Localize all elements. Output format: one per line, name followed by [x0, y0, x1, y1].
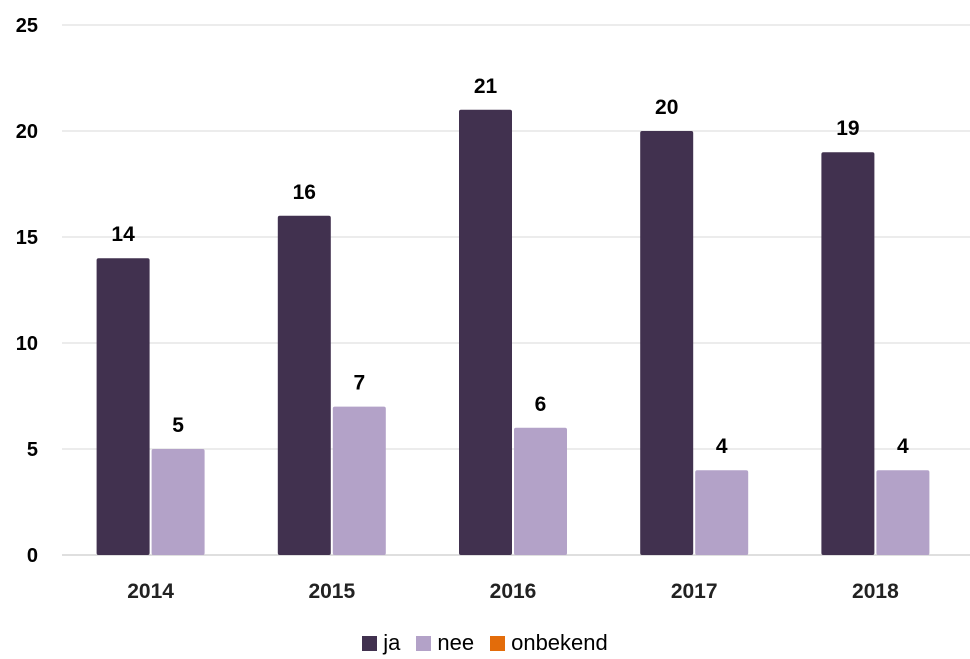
y-tick-label: 0	[27, 545, 38, 567]
legend-item-nee: nee	[416, 630, 474, 656]
legend-label-nee: nee	[437, 630, 475, 655]
bar-nee-2016	[514, 427, 567, 555]
bar-nee-2014	[151, 449, 205, 555]
data-label-ja-2018: 19	[836, 117, 859, 140]
bar-nee-2018	[876, 470, 930, 555]
data-label-ja-2015: 16	[293, 181, 316, 204]
data-label-ja-2014: 14	[111, 223, 135, 246]
bar-ja-2014	[96, 258, 150, 555]
bar-nee-2015	[332, 406, 386, 555]
data-label-nee-2015: 7	[353, 372, 365, 395]
bar-ja-2016	[459, 109, 512, 556]
x-tick-label: 2015	[308, 580, 355, 603]
bars	[96, 109, 930, 556]
y-tick-label: 5	[27, 439, 38, 461]
x-tick-label: 2016	[490, 580, 537, 603]
bar-nee-2017	[695, 470, 749, 555]
data-label-ja-2017: 20	[655, 96, 678, 119]
data-label-nee-2014: 5	[172, 414, 184, 437]
legend-item-onbekend: onbekend	[490, 630, 608, 656]
x-tick-label: 2018	[852, 580, 899, 603]
x-tick-label: 2014	[127, 580, 174, 603]
legend-label-onbekend: onbekend	[511, 630, 608, 655]
legend-swatch-nee	[416, 635, 432, 651]
x-tick-label: 2017	[671, 580, 718, 603]
legend-swatch-onbekend	[490, 635, 506, 651]
legend-label-ja: ja	[383, 630, 401, 655]
data-label-nee-2017: 4	[716, 435, 728, 458]
data-label-nee-2018: 4	[897, 435, 909, 458]
gridlines	[62, 24, 970, 556]
legend: ja nee onbekend	[0, 630, 970, 656]
bar-ja-2015	[277, 215, 331, 556]
y-tick-label: 10	[16, 333, 38, 355]
y-axis: 0 5 10 15 20 25	[16, 15, 38, 567]
bar-ja-2018	[821, 152, 875, 555]
x-axis: 2014 2015 2016 2017 2018	[127, 580, 899, 603]
data-label-ja-2016: 21	[474, 75, 498, 98]
y-tick-label: 25	[16, 15, 38, 37]
y-tick-label: 20	[16, 121, 38, 143]
data-labels: 14 5 16 7 21 6 20 4 19 4	[111, 75, 909, 458]
data-label-nee-2016: 6	[535, 393, 547, 416]
legend-swatch-ja	[362, 635, 378, 651]
y-tick-label: 15	[16, 227, 38, 249]
legend-item-ja: ja	[362, 630, 400, 656]
bar-ja-2017	[640, 131, 694, 555]
